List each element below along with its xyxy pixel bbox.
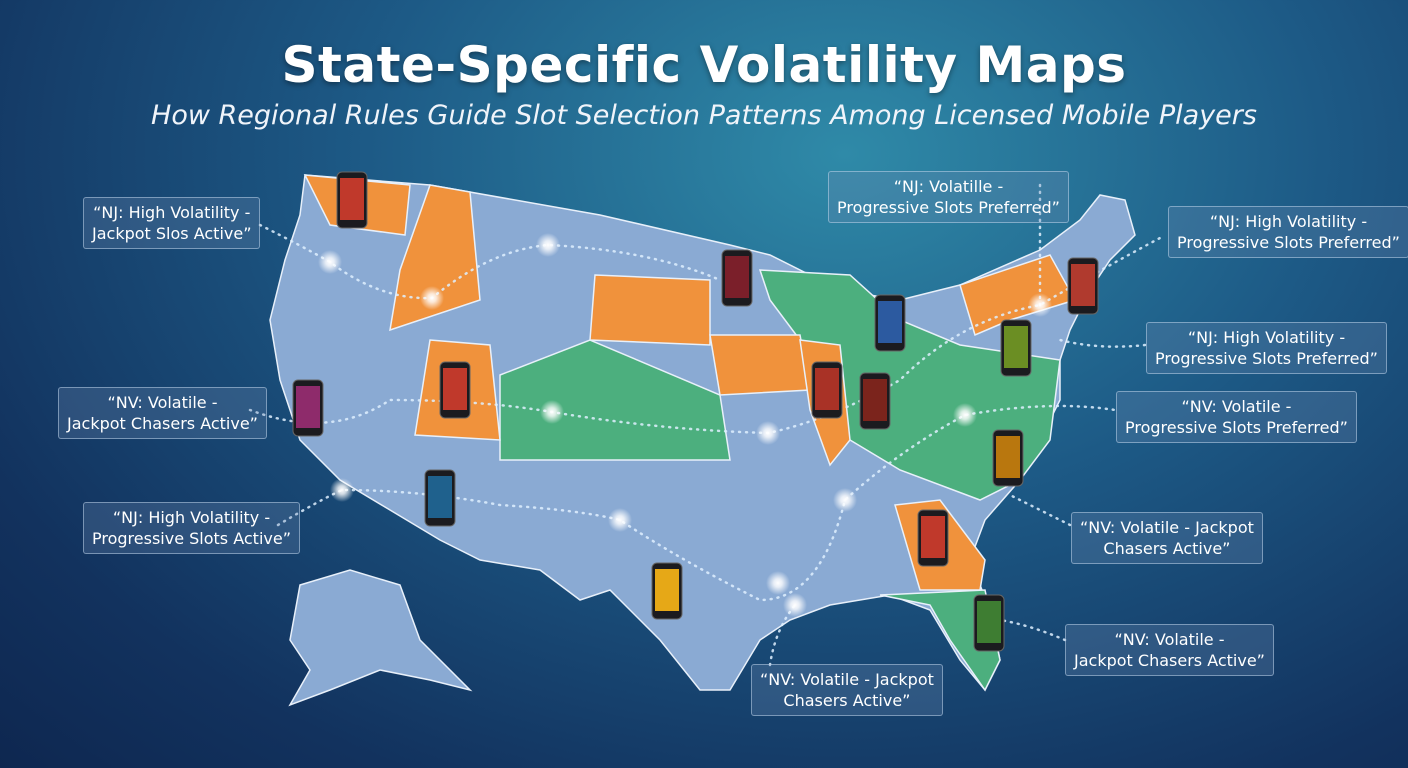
- callout: “NJ: High Volatility - Progressive Slots …: [1146, 322, 1387, 374]
- callout: “NJ: High Volatility - Progressive Slots …: [1168, 206, 1408, 258]
- glow-dot: [608, 508, 632, 532]
- callout-line: Progressive Slots Preferred”: [837, 198, 1060, 217]
- phone-screen: [878, 301, 902, 343]
- callout-line: Chasers Active”: [783, 691, 911, 710]
- callout-line: “NJ: High Volatility -: [93, 203, 251, 222]
- glow-dot: [783, 593, 807, 617]
- glow-dot: [1028, 293, 1052, 317]
- phone-screen: [1004, 326, 1028, 368]
- phone-screen: [428, 476, 452, 518]
- callout-line: “NJ: Volatille -: [893, 177, 1004, 196]
- callout-line: Jackpot Slos Active”: [92, 224, 252, 243]
- phone-screen: [296, 386, 320, 428]
- glow-dot: [420, 286, 444, 310]
- callout: “NV: Volatile - Jackpot Chasers Active”: [1065, 624, 1274, 676]
- glow-dot: [756, 421, 780, 445]
- phone-screen: [921, 516, 945, 558]
- callout-line: “NJ: High Volatility -: [112, 508, 271, 527]
- green-region: [499, 339, 731, 461]
- subtitle: How Regional Rules Guide Slot Selection …: [151, 100, 1257, 131]
- callout: “NV: Volatile - Jackpot Chasers Active”: [58, 387, 267, 439]
- phone-screen: [655, 569, 679, 611]
- orange-state: [589, 274, 711, 346]
- callout: “NJ: High Volatility - Progressive Slots …: [83, 502, 300, 554]
- connector: [768, 183, 1147, 667]
- callout: “NJ: Volatille - Progressive Slots Prefer…: [828, 171, 1069, 223]
- callout-line: “NV: Volatile -: [1181, 397, 1292, 416]
- callout: “NV: Volatile - Jackpot Chasers Active”: [751, 664, 943, 716]
- callout-line: “NV: Volatile -: [1114, 630, 1225, 649]
- green-region: [879, 589, 1001, 692]
- phone-screen: [443, 368, 467, 410]
- connector: [248, 236, 1162, 435]
- glow-dot: [766, 571, 790, 595]
- callout-line: Progressive Slots Preferred”: [1177, 233, 1400, 252]
- glow-dot: [833, 488, 857, 512]
- callout-line: Chasers Active”: [1103, 539, 1231, 558]
- alaska: [288, 569, 473, 707]
- callout-line: “NJ: High Volatility -: [1187, 328, 1346, 347]
- connector: [276, 404, 1117, 602]
- glow-dot: [540, 400, 564, 424]
- phone-screen: [1071, 264, 1095, 306]
- glow-dot: [536, 233, 560, 257]
- title: State-Specific Volatility Maps: [281, 36, 1127, 94]
- callout-line: “NV: Volatile -: [107, 393, 218, 412]
- phone-screen: [815, 368, 839, 410]
- phone-screen: [996, 436, 1020, 478]
- orange-state: [389, 184, 481, 332]
- glow-dot: [318, 250, 342, 274]
- phone-screen: [340, 178, 364, 220]
- callout-line: Jackpot Chasers Active”: [67, 414, 258, 433]
- phone-screen: [863, 379, 887, 421]
- callout: “NV: Volatile - Jackpot Chasers Active”: [1071, 512, 1263, 564]
- callout-line: Progressive Slots Preferred”: [1125, 418, 1348, 437]
- callout-line: Progressive Slots Active”: [92, 529, 291, 548]
- glow-dot: [330, 478, 354, 502]
- callout-line: “NJ: High Volatility -: [1209, 212, 1368, 231]
- phone-screen: [725, 256, 749, 298]
- callout-line: “NV: Volatile - Jackpot: [760, 670, 934, 689]
- callout: “NV: Volatile - Progressive Slots Preferr…: [1116, 391, 1357, 443]
- callout: “NJ: High Volatility - Jackpot Slos Activ…: [83, 197, 261, 249]
- phone-screen: [977, 601, 1001, 643]
- callout-line: Jackpot Chasers Active”: [1074, 651, 1265, 670]
- orange-state: [709, 334, 811, 396]
- glow-dot: [953, 403, 977, 427]
- callout-line: “NV: Volatile - Jackpot: [1080, 518, 1254, 537]
- callout-line: Progressive Slots Preferred”: [1155, 349, 1378, 368]
